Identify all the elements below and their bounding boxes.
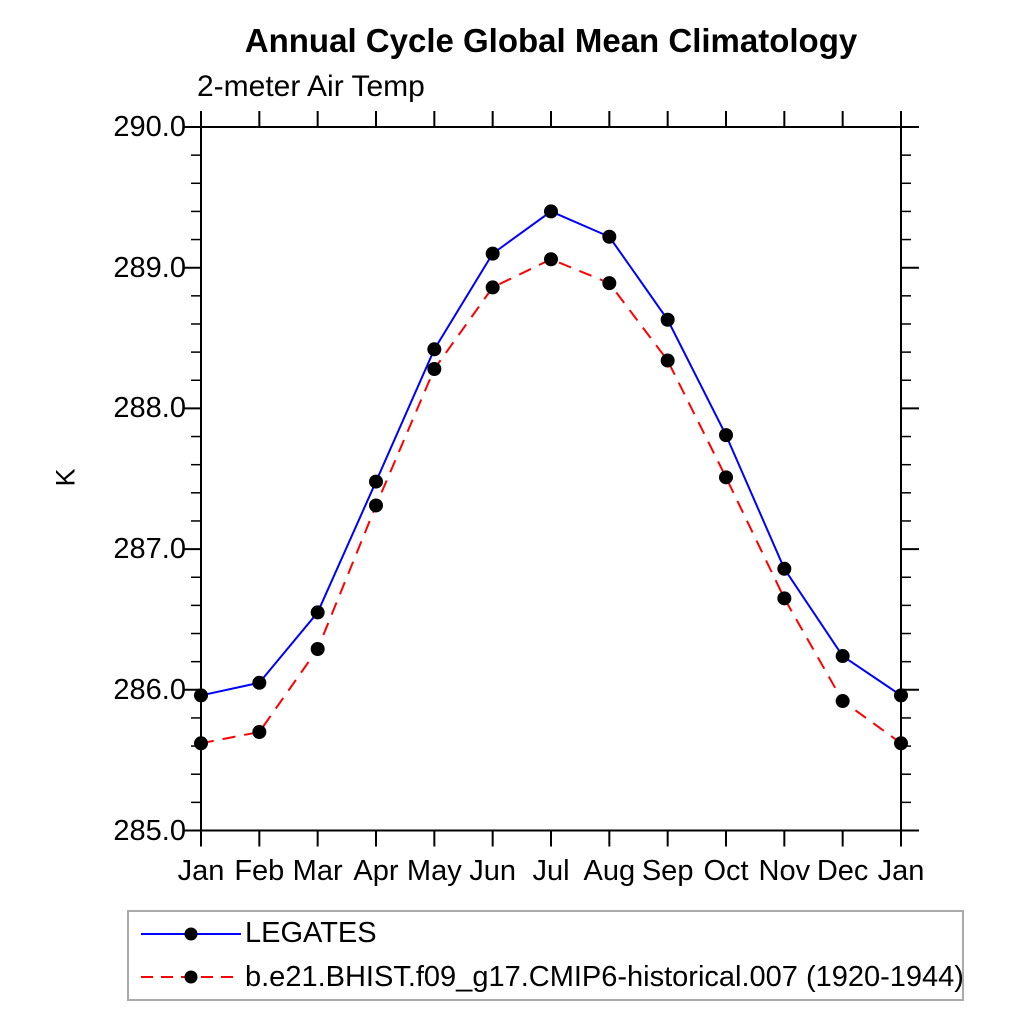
legend-label: LEGATES (245, 917, 377, 950)
data-point-marker (660, 312, 675, 327)
data-point-marker (194, 736, 208, 751)
x-tick-label: Oct (703, 855, 749, 887)
data-point-marker (544, 252, 558, 267)
y-tick-label: 287.0 (113, 533, 186, 566)
x-tick-label: Feb (234, 855, 285, 887)
legend-item: b.e21.BHIST.f09_g17.CMIP6-historical.007… (129, 956, 964, 1000)
data-point-marker (894, 688, 908, 703)
y-tick-label: 290.0 (113, 111, 186, 143)
x-tick-label: Jul (532, 855, 570, 887)
series-line-1 (200, 258, 902, 745)
data-point-marker (427, 362, 442, 377)
x-tick-label: Jun (469, 855, 517, 887)
x-tick-label: Mar (292, 855, 343, 887)
data-point-marker (252, 675, 267, 690)
data-point-marker (835, 649, 850, 664)
legend-line-sample-solid (141, 927, 241, 941)
x-tick-label: Jan (177, 855, 225, 887)
data-point-marker (310, 641, 325, 656)
data-point-marker (777, 561, 792, 576)
data-point-marker (602, 229, 617, 244)
legend: LEGATES b.e21.BHIST.f09_g17.CMIP6-histor… (127, 910, 964, 1001)
data-point-marker (544, 204, 558, 219)
legend-label: b.e21.BHIST.f09_g17.CMIP6-historical.007… (245, 960, 964, 993)
legend-line-sample-dashed (141, 970, 241, 984)
data-point-marker (835, 694, 850, 709)
legend-item: LEGATES (129, 912, 962, 956)
y-tick-label: 285.0 (113, 814, 186, 847)
data-point-marker (485, 246, 500, 261)
data-point-marker (602, 276, 617, 291)
chart-title: Annual Cycle Global Mean Climatology (244, 22, 858, 59)
x-tick-label: Dec (816, 855, 869, 887)
data-point-marker (485, 280, 500, 295)
data-point-marker (427, 342, 442, 357)
data-point-marker (310, 605, 325, 620)
x-tick-label: Jan (877, 855, 925, 887)
data-point-marker (252, 725, 267, 740)
chart-subtitle: 2-meter Air Temp (197, 70, 425, 103)
x-tick-label: Nov (758, 855, 811, 887)
series-line-0 (200, 210, 902, 697)
data-point-marker (719, 470, 733, 485)
data-point-marker (777, 591, 792, 606)
y-tick-label: 286.0 (113, 673, 186, 706)
data-point-marker (194, 688, 208, 703)
y-tick-label: 289.0 (113, 251, 186, 284)
x-tick-label: Apr (353, 855, 399, 887)
x-tick-label: May (406, 855, 462, 887)
y-axis-label: K (50, 468, 81, 487)
data-point-marker (719, 428, 733, 443)
y-tick-label: 288.0 (113, 392, 186, 425)
data-point-marker (894, 736, 908, 751)
x-tick-label: Sep (641, 855, 694, 887)
x-tick-label: Aug (583, 855, 636, 887)
data-point-marker (369, 498, 383, 513)
data-point-marker (369, 474, 383, 489)
data-point-marker (660, 353, 675, 368)
